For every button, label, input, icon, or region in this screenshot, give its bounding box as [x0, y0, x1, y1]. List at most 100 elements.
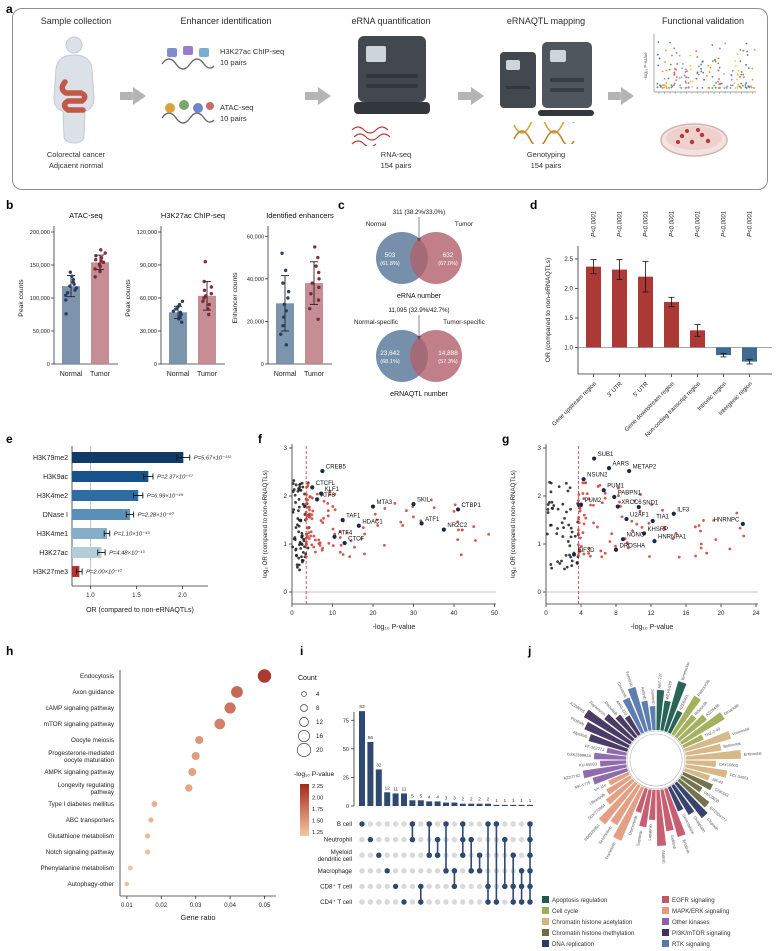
svg-text:-log₁₀ P-value: -log₁₀ P-value	[294, 771, 334, 778]
svg-text:3: 3	[453, 796, 456, 802]
svg-text:1.0: 1.0	[86, 592, 95, 599]
svg-text:12: 12	[316, 719, 323, 726]
panel-label-a: a	[6, 2, 13, 16]
panel-label-e: e	[6, 432, 13, 446]
svg-text:CD8⁺ T cell: CD8⁺ T cell	[320, 883, 352, 890]
svg-text:2: 2	[478, 797, 481, 803]
svg-text:4: 4	[316, 691, 320, 698]
svg-text:P=2.37×10⁻⁵⁷: P=2.37×10⁻⁵⁷	[157, 474, 194, 481]
svg-text:50: 50	[343, 747, 349, 753]
sample-caption-line2: Adjcaent normal	[48, 161, 104, 170]
chip-seq-icon	[161, 46, 215, 70]
workflow-arrow-icon	[458, 87, 484, 105]
svg-text:P<0.0001: P<0.0001	[670, 211, 676, 237]
svg-text:1: 1	[529, 798, 532, 804]
svg-text:CTBP1: CTBP1	[462, 503, 482, 509]
svg-text:HDAC1: HDAC1	[362, 519, 383, 525]
svg-text:CD4⁺ T cell: CD4⁺ T cell	[320, 899, 352, 906]
genotyping-machine-icon	[500, 42, 594, 116]
svg-text:Normal-specific: Normal-specific	[354, 319, 399, 326]
svg-text:(67.0%): (67.0%)	[438, 261, 458, 267]
svg-text:20: 20	[370, 610, 377, 617]
svg-text:32: 32	[376, 762, 382, 768]
svg-text:P<0.0001: P<0.0001	[748, 211, 754, 237]
svg-text:Lapatinib: Lapatinib	[647, 823, 653, 840]
svg-text:1.50: 1.50	[312, 819, 323, 825]
svg-text:eRNAQTL number: eRNAQTL number	[390, 391, 448, 398]
kegg-dotplot: Endocytosis Axon guidance cAMP signaling p…	[40, 669, 334, 922]
svg-text:Sapitinib: Sapitinib	[635, 830, 643, 847]
svg-text:2.25: 2.25	[312, 784, 323, 790]
svg-text:Tumor: Tumor	[455, 221, 474, 228]
colon-icon	[59, 79, 88, 113]
svg-text:10: 10	[329, 610, 336, 617]
svg-text:AARS: AARS	[613, 462, 629, 468]
step-title-ernaqtl-mapping: eRNAQTL mapping	[506, 16, 586, 26]
svg-text:Enhancer counts: Enhancer counts	[232, 272, 239, 324]
svg-text:0: 0	[47, 362, 50, 368]
svg-text:Gene ratio: Gene ratio	[180, 913, 215, 922]
svg-text:2.00: 2.00	[312, 796, 323, 802]
svg-text:632: 632	[443, 252, 454, 259]
svg-text:PCI-34051: PCI-34051	[729, 772, 749, 781]
svg-text:50: 50	[491, 610, 498, 617]
svg-text:-log₁₀ P-value: -log₁₀ P-value	[643, 52, 648, 80]
svg-text:5' UTR: 5' UTR	[633, 381, 651, 399]
svg-text:2: 2	[284, 493, 288, 500]
svg-text:16: 16	[683, 610, 690, 617]
svg-text:Normal: Normal	[274, 371, 297, 378]
svg-text:Notch signaling pathway: Notch signaling pathway	[46, 849, 115, 856]
svg-text:8: 8	[614, 610, 618, 617]
svg-text:Crizotinib: Crizotinib	[616, 681, 628, 699]
rna-strands-icon	[351, 126, 391, 146]
svg-text:Non-coding transcript region: Non-coding transcript region	[644, 381, 702, 439]
svg-text:30: 30	[410, 610, 417, 617]
svg-text:METAP2: METAP2	[633, 465, 657, 471]
svg-text:Gene upstream region: Gene upstream region	[551, 381, 597, 427]
genomic-region-or-chart: 1.0 1.5 2.0 2.5 OR (compared to non-eRNAQTLs…	[545, 211, 772, 439]
svg-text:SKIL: SKIL	[417, 498, 431, 504]
svg-text:1: 1	[503, 798, 506, 804]
svg-text:ATAC-seq: ATAC-seq	[69, 211, 102, 220]
svg-text:0.03: 0.03	[190, 903, 202, 909]
sample-caption-line1: Colorectal cancer	[46, 150, 106, 159]
svg-text:1.5: 1.5	[132, 592, 141, 599]
svg-text:(57.3%): (57.3%)	[438, 359, 458, 365]
svg-text:ATF4: ATF4	[338, 530, 353, 536]
svg-text:100,000: 100,000	[30, 296, 50, 302]
step-title-sample-collection: Sample collection	[40, 16, 112, 26]
svg-text:83: 83	[359, 704, 365, 710]
svg-text:KU-55933: KU-55933	[579, 761, 598, 767]
svg-text:2: 2	[487, 797, 490, 803]
svg-text:30,000: 30,000	[140, 329, 157, 335]
svg-text:-log₁₀ P-value: -log₁₀ P-value	[631, 624, 674, 631]
svg-text:P=2.28×10⁻⁶⁰: P=2.28×10⁻⁶⁰	[138, 512, 175, 519]
svg-text:P<0.0001: P<0.0001	[696, 211, 702, 237]
svg-text:Cisplatin: Cisplatin	[706, 817, 720, 832]
svg-text:Foretinib: Foretinib	[625, 671, 635, 688]
svg-text:SND1: SND1	[642, 501, 659, 507]
erna-venn-diagram: Normal Tumor 311 (38.2%/33.0%) 503 (61.8%) 63…	[354, 209, 486, 398]
svg-text:CTCF: CTCF	[348, 537, 364, 543]
svg-text:40,000: 40,000	[247, 277, 264, 283]
svg-text:Tumor: Tumor	[90, 371, 111, 378]
svg-text:Count: Count	[298, 675, 317, 682]
svg-text:Tumor: Tumor	[197, 371, 218, 378]
svg-text:Identified enhancers: Identified enhancers	[266, 211, 334, 220]
svg-text:KLF1: KLF1	[325, 487, 340, 493]
svg-text:11: 11	[402, 786, 407, 792]
svg-text:2: 2	[538, 493, 542, 500]
svg-text:Phenylalanine metabolism: Phenylalanine metabolism	[40, 865, 114, 872]
svg-text:Normal: Normal	[167, 371, 190, 378]
svg-text:CREB5: CREB5	[326, 465, 347, 471]
svg-text:GSK269962A: GSK269962A	[567, 752, 592, 759]
panel-label-c: c	[338, 198, 345, 212]
svg-text:0: 0	[154, 362, 157, 368]
genotyping-caption-line2: 154 pairs	[530, 161, 562, 170]
svg-text:0: 0	[261, 362, 264, 368]
svg-text:Afatinib: Afatinib	[661, 850, 667, 864]
